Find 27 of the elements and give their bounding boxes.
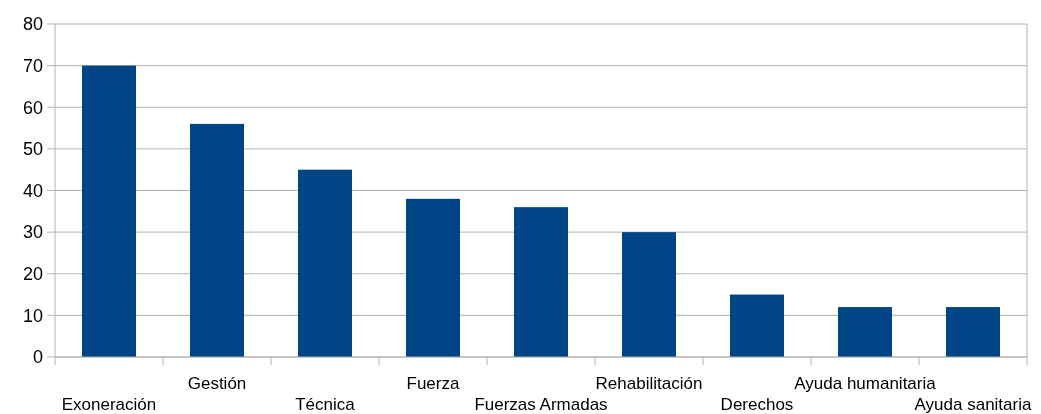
- bar: [514, 207, 568, 357]
- y-tick-label: 10: [22, 305, 43, 326]
- x-tick-label: Exoneración: [61, 395, 157, 414]
- x-tick-label: Ayuda sanitaria: [914, 395, 1032, 414]
- x-tick-label: Ayuda humanitaria: [794, 374, 937, 393]
- y-tick-label: 20: [22, 264, 43, 285]
- x-tick-label: Derechos: [720, 395, 794, 414]
- bar: [622, 232, 676, 357]
- x-tick-label: Fuerza: [406, 374, 460, 393]
- y-tick-label: 50: [22, 139, 43, 160]
- y-tick-label: 0: [32, 347, 43, 368]
- bar: [190, 123, 244, 357]
- bar: [298, 169, 352, 357]
- x-tick-label: Técnica: [295, 395, 356, 414]
- y-tick-label: 70: [22, 55, 43, 76]
- bar: [946, 307, 1000, 357]
- y-tick-label: 80: [22, 14, 43, 35]
- y-tick-label: 30: [22, 222, 43, 243]
- y-tick-label: 40: [22, 180, 43, 201]
- x-tick-label: Gestión: [187, 374, 247, 393]
- x-tick-label: Rehabilitación: [595, 374, 703, 393]
- bar: [406, 198, 460, 357]
- y-tick-label: 60: [22, 97, 43, 118]
- bar: [838, 307, 892, 357]
- x-tick-label: Fuerzas Armadas: [474, 395, 608, 414]
- bar: [730, 294, 784, 357]
- bar: [82, 65, 136, 357]
